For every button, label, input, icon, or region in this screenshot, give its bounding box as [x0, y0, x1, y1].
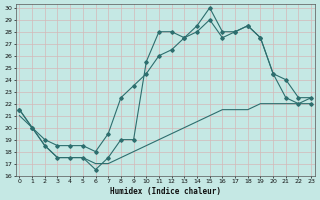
X-axis label: Humidex (Indice chaleur): Humidex (Indice chaleur) — [110, 187, 221, 196]
